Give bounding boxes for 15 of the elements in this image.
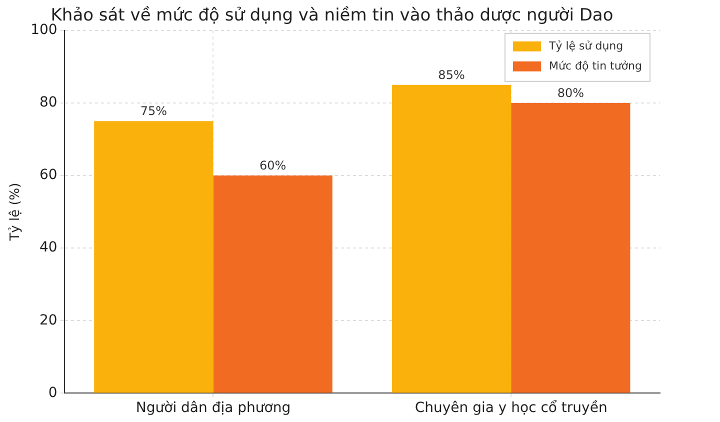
data-label: 85% xyxy=(438,68,465,82)
y-tick-label: 20 xyxy=(39,312,58,328)
y-tick-label: 80 xyxy=(39,94,58,111)
y-tick-label: 0 xyxy=(48,384,58,401)
data-label: 80% xyxy=(557,86,584,100)
y-axis-title: Tỷ lệ (%) xyxy=(8,182,24,242)
y-tick-label: 40 xyxy=(39,240,58,256)
x-tick-label: Chuyên gia y học cổ truyền xyxy=(414,399,608,416)
y-tick-label: 60 xyxy=(39,167,58,184)
legend-label: Mức độ tin tưởng xyxy=(548,59,642,72)
data-label: 75% xyxy=(140,104,168,118)
x-tick-label: Người dân địa phương xyxy=(136,400,291,416)
legend-label: Tỷ lệ sử dụng xyxy=(548,39,624,52)
data-label: 60% xyxy=(259,158,286,173)
y-tick-label: 100 xyxy=(30,22,58,38)
